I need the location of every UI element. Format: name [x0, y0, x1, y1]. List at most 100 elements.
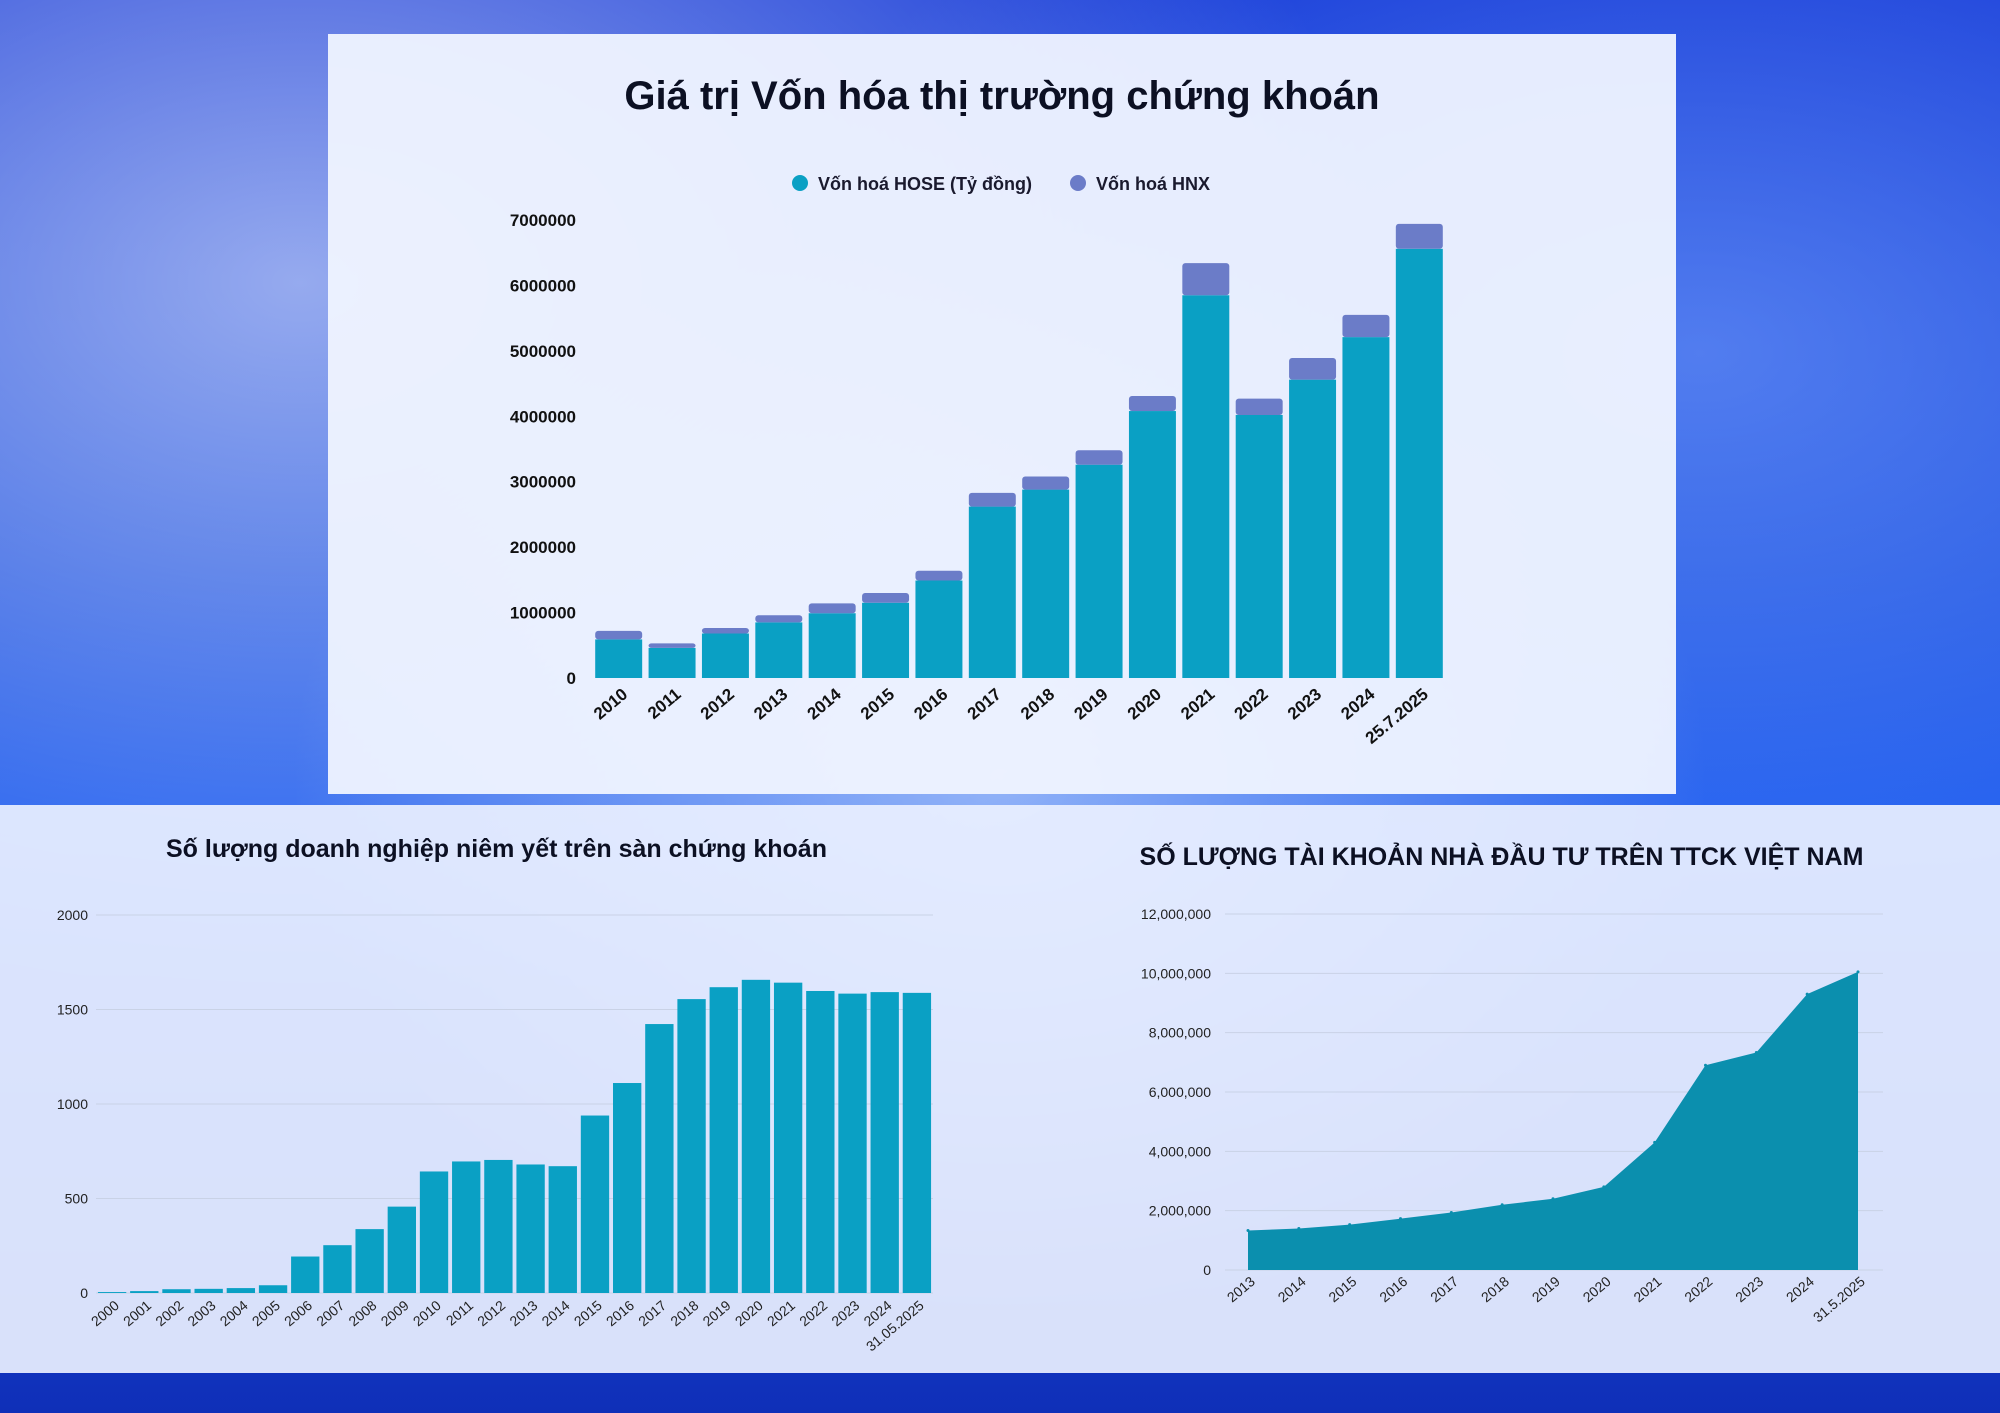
bar-hose	[755, 622, 803, 678]
x-tick-label: 2007	[313, 1297, 347, 1329]
data-point	[1500, 1203, 1504, 1207]
x-tick-label: 2024	[1783, 1273, 1817, 1305]
bar-hnx	[862, 592, 910, 603]
x-tick-label: 2017	[1427, 1273, 1461, 1305]
x-tick-label: 2011	[644, 685, 684, 723]
x-tick-label: 2013	[750, 685, 791, 724]
y-tick-label: 500	[65, 1191, 89, 1207]
data-point	[1449, 1210, 1453, 1214]
bar-hnx	[915, 570, 963, 581]
investor-accounts-chart-panel: SỐ LƯỢNG TÀI KHOẢN NHÀ ĐẦU TƯ TRÊN TTCK …	[1003, 805, 2000, 1373]
y-tick-label: 6000000	[510, 276, 576, 295]
bar-hose	[1235, 414, 1283, 678]
bar-hose	[1182, 295, 1230, 678]
x-tick-label: 2018	[1017, 685, 1058, 724]
bar	[97, 1292, 127, 1293]
bar-hose	[1022, 489, 1070, 678]
bar	[130, 1291, 159, 1293]
x-tick-label: 2014	[804, 684, 846, 723]
y-tick-label: 6,000,000	[1149, 1084, 1211, 1100]
listed-companies-chart: 2000150010005000200020012002200320042005…	[57, 907, 933, 1354]
x-tick-label: 2020	[1580, 1273, 1614, 1305]
bar-hose	[808, 613, 856, 678]
bar	[548, 1166, 577, 1293]
bar	[516, 1164, 545, 1293]
y-tick-label: 10,000,000	[1141, 965, 1211, 981]
bar	[580, 1115, 610, 1293]
bar	[902, 992, 932, 1293]
x-tick-label: 2016	[603, 1297, 637, 1329]
bar-hnx	[595, 630, 643, 640]
investor-accounts-chart-title: SỐ LƯỢNG TÀI KHOẢN NHÀ ĐẦU TƯ TRÊN TTCK …	[1139, 843, 1864, 871]
data-point	[1399, 1217, 1402, 1221]
x-tick-label: 2015	[571, 1297, 605, 1329]
x-tick-label: 2012	[474, 1297, 508, 1329]
x-tick-label: 2017	[964, 685, 1005, 724]
x-tick-label: 2000	[88, 1297, 122, 1329]
bar	[677, 999, 706, 1293]
x-tick-label: 2015	[857, 685, 898, 724]
bar-hose	[1395, 248, 1443, 678]
x-tick-label: 2014	[1275, 1273, 1309, 1305]
x-tick-label: 2021	[1177, 685, 1218, 724]
y-tick-label: 1000	[57, 1096, 88, 1112]
x-tick-label: 2021	[1630, 1273, 1664, 1305]
x-tick-label: 2024	[1337, 684, 1379, 723]
x-tick-label: 2023	[1732, 1273, 1766, 1305]
bar-hose	[1128, 411, 1176, 678]
y-tick-label: 0	[567, 669, 576, 688]
x-tick-label: 2013	[506, 1297, 540, 1329]
y-tick-label: 4000000	[510, 407, 576, 426]
bar-hnx	[1289, 358, 1337, 380]
x-tick-label: 2020	[732, 1297, 766, 1329]
x-tick-label: 2003	[184, 1297, 218, 1329]
legend-label-0: Vốn hoá HOSE (Tỷ đồng)	[818, 174, 1032, 194]
y-tick-label: 4,000,000	[1149, 1143, 1211, 1159]
y-tick-label: 1000000	[510, 604, 576, 623]
x-tick-label: 2022	[796, 1297, 830, 1329]
x-tick-label: 2019	[1529, 1273, 1563, 1305]
x-tick-label: 2002	[152, 1297, 186, 1329]
x-tick-label: 31.5.2025	[1810, 1273, 1868, 1325]
bar-hnx	[1182, 263, 1230, 296]
x-tick-label: 2008	[345, 1297, 379, 1329]
y-tick-label: 12,000,000	[1141, 906, 1211, 922]
market-cap-chart: Vốn hoá HOSE (Tỷ đồng) Vốn hoá HNX 7000000…	[510, 174, 1443, 748]
x-tick-label: 2016	[910, 685, 951, 724]
bar	[258, 1285, 288, 1293]
x-tick-label: 2013	[1224, 1273, 1258, 1305]
bar-hose	[595, 639, 643, 678]
bar	[484, 1159, 513, 1293]
bar	[709, 987, 738, 1293]
bar-hnx	[1128, 396, 1176, 412]
bar-hose	[915, 580, 963, 678]
bar	[452, 1161, 481, 1293]
bar-hose	[862, 602, 910, 678]
data-point	[1297, 1226, 1301, 1230]
y-tick-label: 7000000	[510, 211, 576, 230]
legend-marker-1	[1070, 175, 1086, 191]
bar	[162, 1289, 191, 1293]
bar	[806, 990, 835, 1293]
bar	[838, 993, 867, 1293]
x-tick-label: 2023	[1284, 685, 1325, 724]
x-tick-label: 2010	[590, 685, 631, 724]
bar	[291, 1256, 320, 1293]
x-tick-label: 2018	[667, 1297, 701, 1329]
x-tick-label: 2018	[1478, 1273, 1512, 1305]
bar-hose	[1075, 464, 1123, 678]
y-tick-label: 0	[80, 1285, 88, 1301]
legend-label-1: Vốn hoá HNX	[1096, 174, 1210, 194]
x-tick-label: 2015	[1325, 1273, 1359, 1305]
data-point	[1348, 1223, 1352, 1227]
y-tick-label: 8,000,000	[1149, 1025, 1211, 1041]
bar	[419, 1171, 449, 1293]
x-tick-label: 2019	[700, 1297, 734, 1329]
x-tick-label: 2006	[281, 1297, 315, 1329]
bar-hnx	[968, 492, 1016, 507]
bar	[645, 1024, 674, 1293]
bar-hose	[701, 633, 749, 678]
bar	[613, 1083, 642, 1293]
y-tick-label: 2000000	[510, 538, 576, 557]
bar-hnx	[1342, 314, 1390, 338]
